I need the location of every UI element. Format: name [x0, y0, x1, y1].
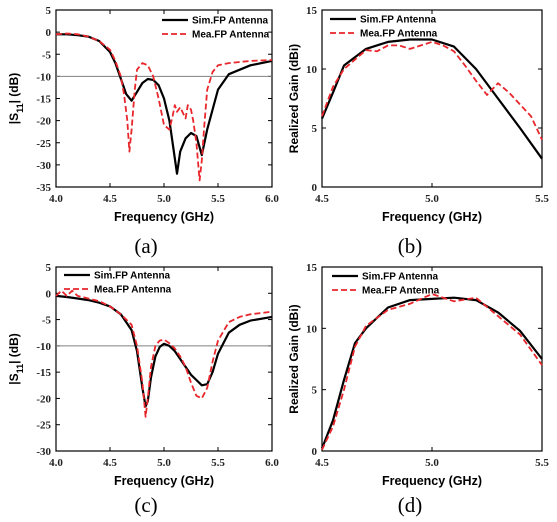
chart-panel: 4.5 5.0 5.5 0 5 10 15 Sim.FP Antenna Mea.FP Ante… — [287, 262, 549, 517]
legend-label: Sim.FP Antenna — [360, 15, 437, 26]
y-tick-label: 0 — [46, 288, 52, 300]
y-tick-label: 5 — [312, 123, 318, 135]
y-tick-label: -5 — [42, 315, 52, 327]
y-tick-label: -15 — [36, 94, 51, 106]
measured-series-line — [55, 289, 273, 418]
x-tick-label: 5.0 — [425, 193, 439, 205]
y-tick-label: 5 — [46, 5, 52, 17]
measured-series-line — [321, 293, 543, 451]
x-tick-label: 5.5 — [535, 193, 549, 205]
x-tick-label: 5.0 — [425, 457, 439, 469]
x-tick-label: 5.0 — [157, 457, 171, 469]
panel-caption: (b) — [398, 234, 423, 258]
y-tick-label: 0 — [46, 27, 52, 39]
y-tick-label: 0 — [312, 182, 318, 194]
y-tick-label: 10 — [306, 64, 318, 76]
y-axis-label: Realized Gain (dBi) — [287, 44, 301, 153]
y-tick-label: -25 — [36, 420, 51, 432]
y-tick-label: -10 — [36, 71, 51, 83]
x-tick-label: 6.0 — [265, 457, 279, 469]
y-tick-label: -15 — [36, 367, 51, 379]
simulated-series-line — [320, 296, 543, 449]
x-tick-label: 4.5 — [315, 457, 329, 469]
x-tick-label: 6.0 — [265, 193, 279, 205]
y-axis-label: |S11| (dB) — [7, 73, 25, 125]
simulated-series-line — [55, 294, 273, 408]
legend-label: Mea.FP Antenna — [94, 285, 172, 296]
legend-label: Mea.FP Antenna — [362, 286, 440, 297]
legend-label: Mea.FP Antenna — [192, 30, 270, 41]
x-tick-label: 5.5 — [211, 457, 225, 469]
y-tick-label: 10 — [306, 323, 318, 335]
y-axis-label: Realized Gain (dBi) — [287, 304, 301, 413]
x-tick-label: 4.5 — [315, 193, 329, 205]
legend-label: Sim.FP Antenna — [192, 16, 269, 27]
y-tick-label: -10 — [36, 341, 51, 353]
x-axis-label: Frequency (GHz) — [382, 210, 482, 224]
x-axis-label: Frequency (GHz) — [114, 210, 214, 224]
y-tick-label: 0 — [312, 446, 318, 458]
x-axis-label: Frequency (GHz) — [382, 474, 482, 488]
panel-caption: (c) — [134, 493, 157, 517]
y-tick-label: -30 — [36, 446, 51, 458]
y-tick-label: -25 — [36, 138, 51, 150]
y-tick-label: 15 — [306, 262, 318, 274]
simulated-series-line — [56, 33, 273, 175]
legend-label: Sim.FP Antenna — [94, 271, 171, 282]
y-tick-label: 5 — [312, 385, 318, 397]
panel-caption: (a) — [134, 234, 157, 258]
legend-label: Mea.FP Antenna — [360, 29, 438, 40]
chart-panel: 4.0 4.5 5.0 5.5 6.0 5 0 -5 -10 -15 -20 -25 -30 Sim.FP… — [7, 262, 279, 517]
x-tick-label: 5.5 — [211, 193, 225, 205]
x-tick-label: 5.0 — [157, 193, 171, 205]
y-tick-label: -5 — [42, 49, 52, 61]
measured-series-line — [55, 32, 273, 182]
x-tick-label: 4.0 — [49, 457, 63, 469]
simulated-series-line — [320, 38, 543, 160]
y-tick-label: -30 — [36, 160, 51, 172]
y-tick-label: -20 — [36, 393, 51, 405]
measured-series-line — [321, 41, 543, 141]
y-axis-label: |S11| (dB) — [7, 333, 25, 385]
legend-label: Sim.FP Antenna — [362, 272, 439, 283]
panel-caption: (d) — [398, 493, 423, 517]
x-tick-label: 4.0 — [49, 193, 63, 205]
y-tick-label: -20 — [36, 116, 51, 128]
y-tick-label: 15 — [306, 5, 318, 17]
x-tick-label: 4.5 — [103, 193, 117, 205]
chart-panel: 4.5 5.0 5.5 0 5 10 15 Sim.FP Antenna Mea.FP Ante… — [287, 5, 549, 258]
x-tick-label: 5.5 — [535, 457, 549, 469]
x-tick-label: 4.5 — [103, 457, 117, 469]
chart-panel: 4.0 4.5 5.0 5.5 6.0 5 0 -5 -10 -15 -20 -25 -30 -35 Sim… — [7, 5, 279, 258]
x-axis-label: Frequency (GHz) — [114, 474, 214, 488]
y-tick-label: -35 — [36, 182, 51, 194]
y-tick-label: 5 — [46, 262, 52, 274]
